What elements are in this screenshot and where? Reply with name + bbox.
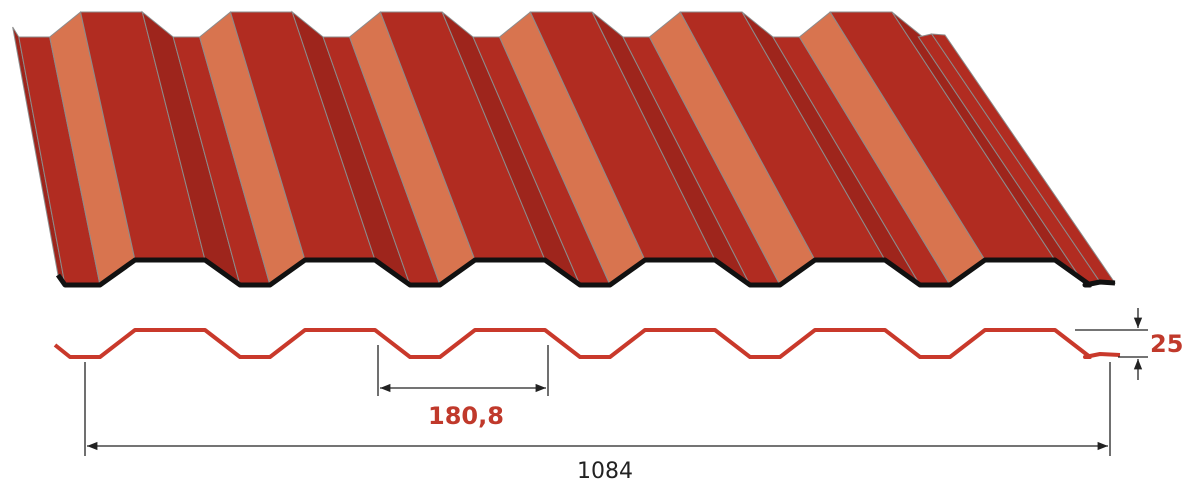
height-dimension: 25	[1075, 308, 1183, 380]
pitch-dimension: 180,8	[377, 345, 549, 430]
pitch-label: 180,8	[428, 402, 504, 430]
sheet-3d	[12, 10, 1116, 287]
sheet-front-edge	[55, 257, 1116, 288]
width-dimension: 1084	[84, 362, 1111, 484]
width-label: 1084	[577, 459, 633, 484]
cross-section-profile	[53, 328, 1121, 359]
height-label: 25	[1150, 330, 1183, 358]
